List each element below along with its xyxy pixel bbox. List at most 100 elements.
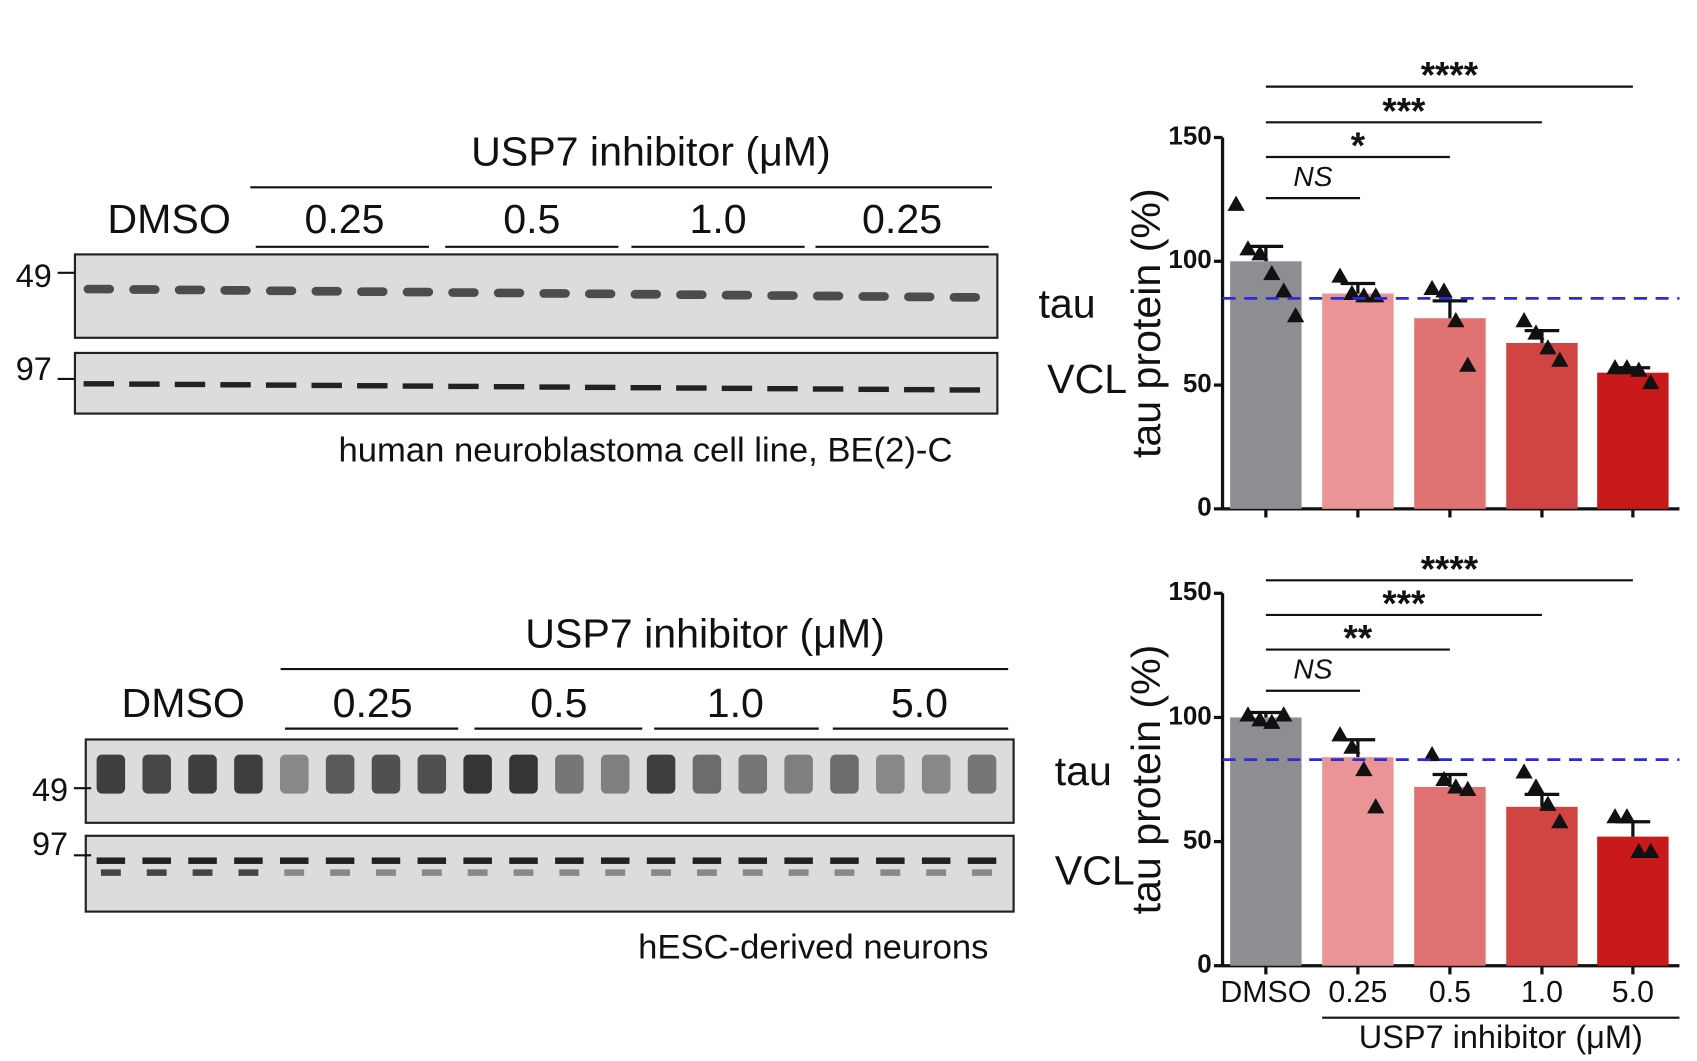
band xyxy=(767,385,798,392)
band xyxy=(467,869,488,876)
band xyxy=(651,869,671,876)
y-tick-label: 0 xyxy=(1197,492,1211,522)
dose-label: 0.25 xyxy=(333,680,413,726)
significance-label: ** xyxy=(1344,618,1373,659)
data-point xyxy=(1331,267,1349,283)
bar xyxy=(1230,261,1302,509)
band xyxy=(858,386,889,393)
x-tick-label: 0.5 xyxy=(1429,976,1471,1009)
significance-label: *** xyxy=(1382,583,1426,624)
band xyxy=(876,754,905,794)
data-point xyxy=(1447,312,1465,328)
band xyxy=(311,382,342,389)
significance-label: *** xyxy=(1382,90,1426,131)
protein-label: VCL xyxy=(1047,356,1127,402)
band xyxy=(834,869,855,876)
blot-panel xyxy=(73,253,999,339)
data-point xyxy=(1275,282,1293,298)
band xyxy=(357,383,388,389)
band xyxy=(279,754,309,794)
band xyxy=(265,286,297,296)
band xyxy=(921,857,951,864)
blot-panel xyxy=(73,351,999,415)
x-tick-label: DMSO xyxy=(1220,976,1311,1009)
band xyxy=(584,384,616,391)
data-point xyxy=(1630,361,1648,377)
band xyxy=(605,869,626,876)
band xyxy=(220,382,251,388)
band xyxy=(784,857,813,864)
band xyxy=(584,289,616,299)
data-point xyxy=(1423,279,1441,296)
data-point xyxy=(1251,711,1269,727)
y-axis-label: tau protein (%) xyxy=(1123,188,1169,458)
data-point xyxy=(1239,240,1257,256)
band xyxy=(904,292,935,302)
mw-marker: 97 xyxy=(16,351,52,387)
band xyxy=(904,386,935,393)
band xyxy=(188,754,217,794)
protein-label: tau xyxy=(1039,280,1096,326)
y-tick-label: 100 xyxy=(1168,244,1211,274)
data-point xyxy=(1447,778,1465,794)
data-point xyxy=(1263,264,1281,281)
band xyxy=(876,857,905,864)
band xyxy=(559,869,580,876)
data-point xyxy=(1435,282,1453,298)
data-point xyxy=(1606,808,1624,824)
band xyxy=(967,857,997,864)
data-point xyxy=(1435,770,1453,787)
data-point xyxy=(1606,359,1624,375)
band xyxy=(630,384,661,391)
band xyxy=(949,387,981,393)
band xyxy=(174,381,206,388)
band xyxy=(402,383,434,389)
band xyxy=(692,857,722,864)
band xyxy=(926,869,947,876)
bar xyxy=(1230,717,1302,966)
blot-header: USP7 inhibitor (μM) xyxy=(525,610,885,656)
band xyxy=(96,754,126,794)
band xyxy=(676,290,707,300)
band xyxy=(696,869,717,876)
data-point xyxy=(1527,324,1545,340)
band xyxy=(830,857,859,864)
band xyxy=(493,288,525,298)
band xyxy=(600,754,630,794)
bar xyxy=(1506,342,1578,509)
band xyxy=(676,385,707,391)
data-point xyxy=(1527,778,1545,794)
band xyxy=(493,384,525,390)
dose-label: 0.25 xyxy=(862,196,942,242)
data-point xyxy=(1515,763,1533,779)
protein-label: VCL xyxy=(1055,848,1135,894)
band xyxy=(376,869,396,876)
band xyxy=(767,291,798,300)
data-point xyxy=(1331,726,1349,742)
band xyxy=(463,754,492,794)
y-tick-label: 0 xyxy=(1197,949,1211,979)
band xyxy=(509,857,538,864)
band xyxy=(129,285,160,294)
band xyxy=(921,754,951,794)
band xyxy=(96,857,126,864)
band xyxy=(357,287,388,296)
data-point xyxy=(1618,359,1636,375)
band xyxy=(630,289,661,299)
band xyxy=(448,383,479,390)
band xyxy=(949,292,981,302)
y-tick-label: 100 xyxy=(1168,700,1211,730)
band xyxy=(555,754,584,794)
control-label: DMSO xyxy=(122,680,245,726)
y-tick-label: 50 xyxy=(1183,368,1212,398)
dose-label: 0.5 xyxy=(530,680,587,726)
y-tick-label: 50 xyxy=(1183,824,1212,854)
data-point xyxy=(1423,746,1441,762)
band xyxy=(972,869,992,876)
data-point xyxy=(1459,780,1477,796)
band xyxy=(238,869,259,876)
band xyxy=(812,291,844,301)
x-tick-label: 5.0 xyxy=(1612,976,1654,1009)
band xyxy=(738,857,768,864)
